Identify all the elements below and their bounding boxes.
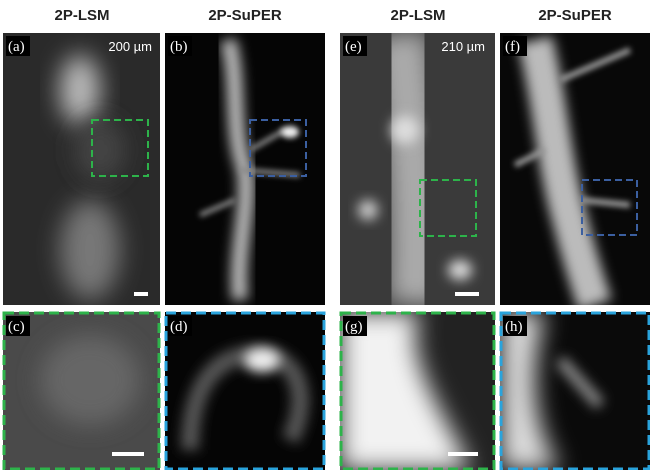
column-header: 2P-LSM — [390, 7, 445, 24]
headers: 2P-LSM 2P-SuPER 2P-LSM 2P-SuPER — [54, 7, 611, 24]
panel-label: (e) — [345, 39, 362, 55]
column-header: 2P-SuPER — [538, 7, 612, 24]
panel-label: (c) — [8, 319, 25, 335]
panel-label: (b) — [170, 39, 188, 55]
panel-label: (a) — [8, 39, 25, 55]
panel-label: (d) — [170, 319, 188, 335]
panel-label: (f) — [505, 39, 520, 55]
image-panel — [500, 33, 650, 305]
panel-label: (h) — [505, 319, 523, 335]
image-panel — [340, 33, 495, 305]
column-header: 2P-LSM — [54, 7, 109, 24]
image-panel — [165, 33, 325, 305]
figure: 2P-LSM 2P-SuPER 2P-LSM 2P-SuPER (a) 200 … — [0, 0, 650, 470]
panel-label: (g) — [345, 319, 363, 335]
depth-label: 210 µm — [441, 39, 485, 54]
column-header: 2P-SuPER — [208, 7, 282, 24]
depth-label: 200 µm — [108, 39, 152, 54]
image-panel — [3, 33, 160, 305]
